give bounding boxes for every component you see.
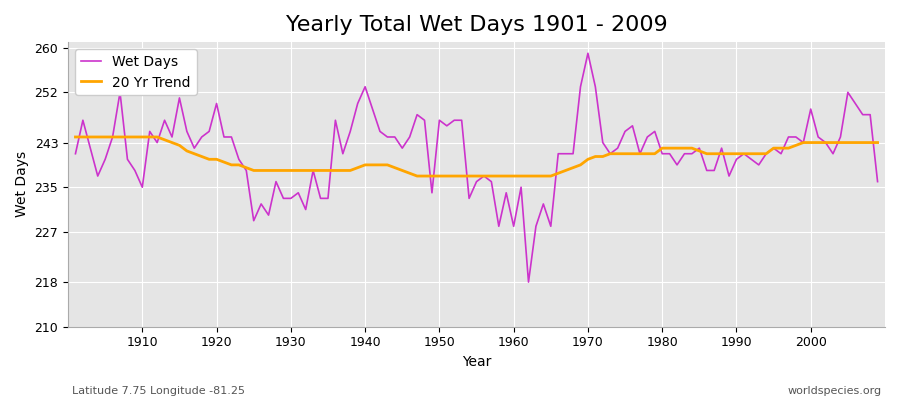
Wet Days xyxy=(612,146,623,150)
20 Yr Trend xyxy=(411,174,422,178)
Wet Days xyxy=(338,151,348,156)
Text: worldspecies.org: worldspecies.org xyxy=(788,386,882,396)
20 Yr Trend xyxy=(605,151,616,156)
Wet Days xyxy=(292,190,303,195)
X-axis label: Year: Year xyxy=(462,355,491,369)
Wet Days xyxy=(70,151,81,156)
20 Yr Trend xyxy=(292,168,303,173)
20 Yr Trend xyxy=(872,140,883,145)
Wet Days xyxy=(508,224,519,229)
Wet Days xyxy=(130,168,140,173)
20 Yr Trend xyxy=(70,134,81,139)
Wet Days xyxy=(872,179,883,184)
Wet Days xyxy=(582,51,593,56)
Wet Days xyxy=(500,190,511,195)
Title: Yearly Total Wet Days 1901 - 2009: Yearly Total Wet Days 1901 - 2009 xyxy=(285,15,668,35)
Line: Wet Days: Wet Days xyxy=(76,53,878,282)
20 Yr Trend xyxy=(508,174,519,178)
Legend: Wet Days, 20 Yr Trend: Wet Days, 20 Yr Trend xyxy=(75,49,196,95)
20 Yr Trend xyxy=(516,174,526,178)
Y-axis label: Wet Days: Wet Days xyxy=(15,151,29,218)
Text: Latitude 7.75 Longitude -81.25: Latitude 7.75 Longitude -81.25 xyxy=(72,386,245,396)
Line: 20 Yr Trend: 20 Yr Trend xyxy=(76,137,878,176)
Wet Days xyxy=(523,280,534,284)
20 Yr Trend xyxy=(338,168,348,173)
20 Yr Trend xyxy=(130,134,140,139)
